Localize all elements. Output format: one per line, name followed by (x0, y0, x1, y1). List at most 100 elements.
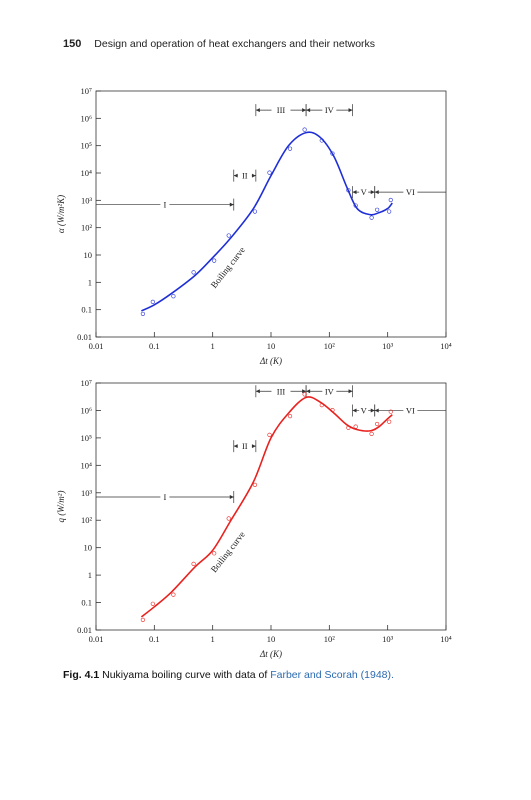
x-tick-label: 10⁴ (440, 634, 452, 644)
regime-arrow (370, 408, 375, 413)
x-tick-label: 10 (267, 341, 276, 351)
regime-arrow (370, 190, 375, 195)
data-point (375, 207, 380, 212)
data-point (319, 403, 324, 408)
data-point (330, 151, 335, 156)
regime-arrow (306, 108, 311, 113)
data-point (191, 270, 196, 275)
y-tick-label: 10⁶ (81, 113, 93, 123)
data-point (346, 188, 351, 193)
y-axis-label: α (W/m²K) (56, 195, 66, 233)
data-point (330, 408, 335, 413)
y-tick-label: 10³ (81, 195, 93, 205)
y-tick-label: 10⁷ (81, 86, 93, 96)
y-tick-label: 10⁵ (81, 433, 93, 443)
regime-arrow (374, 408, 379, 413)
figure-label: Fig. 4.1 (63, 669, 100, 681)
data-point (150, 299, 155, 304)
regime-arrow (229, 202, 234, 207)
boiling-curve-line (140, 396, 393, 618)
data-point (140, 311, 145, 317)
regime-label: VI (406, 187, 415, 197)
data-point (319, 138, 324, 143)
y-tick-label: 10² (81, 223, 93, 233)
caption-text: Nukiyama boiling curve with data of (102, 669, 268, 681)
regime-label-bg (359, 404, 369, 415)
regime-label-bg (160, 198, 170, 209)
regime-label-bg (237, 440, 252, 451)
data-point (252, 482, 258, 487)
data-point (267, 170, 272, 175)
chart-heat-transfer-coefficient: 0.01 0.1 1 10 10² 10³ 10⁴ 10⁵ 10⁶ 10⁷ 0.01 0.1 1 10 10… (56, 86, 452, 366)
regime-label-bg (271, 385, 291, 396)
x-tick-label: 10² (324, 341, 336, 351)
citation-link[interactable]: Farber and Scorah (1948). (270, 669, 394, 681)
data-point (212, 258, 217, 263)
y-tick-label: 10⁷ (81, 378, 93, 388)
curve-label: Boiling curve (209, 529, 247, 574)
data-point (346, 425, 351, 430)
regime-arrow (348, 389, 353, 394)
y-tick-label: 10⁶ (81, 405, 93, 415)
x-tick-label: 0.1 (149, 634, 160, 644)
data-point (387, 419, 392, 424)
y-axis-label: q (W/m²) (56, 491, 66, 523)
x-tick-label: 10² (324, 634, 336, 644)
data-point (191, 561, 196, 566)
regime-arrow (251, 444, 256, 449)
regime-arrow (352, 408, 357, 413)
x-axis-label: Δt (K) (259, 356, 282, 366)
x-tick-label: 0.01 (89, 341, 104, 351)
chart-heat-flux: 0.01 0.1 1 10 10² 10³ 10⁴ 10⁵ 10⁶ 10⁷ 0.01 0.1 1 10 10… (56, 378, 452, 659)
regime-label-bg (403, 404, 418, 415)
regime-label: I (163, 200, 166, 210)
y-tick-label: 1 (88, 277, 92, 287)
x-axis-label: Δt (K) (259, 649, 282, 659)
data-point (302, 127, 307, 132)
regime-arrow (306, 389, 311, 394)
data-point (287, 414, 293, 419)
data-point (150, 601, 155, 606)
regime-label: V (361, 405, 368, 415)
running-header: 150 Design and operation of heat exchang… (63, 38, 375, 50)
data-point (387, 209, 392, 214)
regime-arrow (302, 389, 307, 394)
regime-label-bg (403, 186, 418, 197)
x-tick-label: 0.1 (149, 341, 160, 351)
y-tick-label: 1 (88, 570, 92, 580)
regime-arrow (233, 444, 238, 449)
regime-label-bg (322, 104, 337, 115)
regime-label: III (277, 105, 286, 115)
x-tick-label: 10 (267, 634, 276, 644)
data-point (171, 294, 176, 299)
x-tick-label: 0.01 (89, 634, 104, 644)
y-tick-label: 0.1 (81, 598, 92, 608)
regime-label: II (242, 441, 248, 451)
data-point (171, 592, 176, 597)
regime-arrow (233, 173, 238, 178)
regime-arrow (255, 389, 260, 394)
x-tick-label: 10³ (382, 341, 394, 351)
data-point (252, 209, 258, 214)
data-point (388, 197, 393, 203)
data-point (226, 233, 231, 238)
regime-label: V (361, 187, 368, 197)
page-number: 150 (63, 38, 82, 50)
regime-label: VI (406, 405, 415, 415)
x-tick-label: 10³ (382, 634, 394, 644)
x-tick-label: 10⁴ (440, 341, 452, 351)
data-point (353, 424, 358, 429)
x-tick-label: 1 (211, 634, 215, 644)
plot-frame (95, 382, 447, 631)
data-point (140, 617, 145, 623)
data-point (369, 431, 374, 436)
regime-label-bg (271, 104, 291, 115)
regime-label-bg (160, 491, 170, 502)
figure-caption: Fig. 4.1 Nukiyama boiling curve with dat… (63, 669, 394, 681)
regime-arrow (251, 173, 256, 178)
running-title: Design and operation of heat exchangers … (94, 38, 376, 50)
regime-label-bg (359, 186, 369, 197)
regime-label: II (242, 171, 248, 181)
y-tick-label: 0.01 (77, 625, 92, 635)
